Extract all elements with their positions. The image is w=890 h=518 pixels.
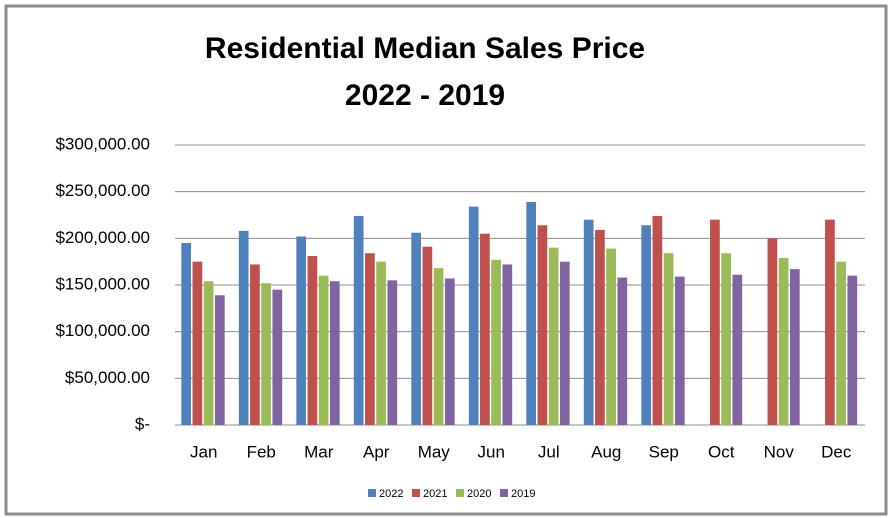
bar xyxy=(836,261,846,425)
y-tick-label: $250,000.00 xyxy=(55,181,150,200)
x-tick-label: Jan xyxy=(190,442,217,461)
bar xyxy=(548,247,559,425)
bar xyxy=(468,206,479,425)
bar xyxy=(526,201,537,425)
bar xyxy=(214,295,225,425)
y-tick-label: $150,000.00 xyxy=(55,274,150,293)
bar xyxy=(422,246,433,425)
bar xyxy=(663,253,674,425)
bar xyxy=(203,281,214,425)
x-tick-label: Mar xyxy=(304,442,334,461)
bar xyxy=(502,264,513,425)
y-tick-label: $200,000.00 xyxy=(55,228,150,247)
bar xyxy=(537,225,548,425)
bar xyxy=(710,219,720,425)
bar xyxy=(559,261,570,425)
bar xyxy=(318,275,329,425)
x-tick-label: Feb xyxy=(247,442,276,461)
bar xyxy=(789,269,800,425)
x-tick-label: Apr xyxy=(363,442,390,461)
bar xyxy=(329,281,340,425)
legend-swatch xyxy=(500,489,508,497)
legend-label: 2021 xyxy=(423,488,447,500)
bar xyxy=(847,275,858,425)
y-tick-label: $100,000.00 xyxy=(55,321,150,340)
legend-swatch xyxy=(368,489,376,497)
bar xyxy=(181,243,192,425)
bar xyxy=(376,261,386,425)
x-tick-label: Jun xyxy=(478,442,505,461)
bar xyxy=(250,264,260,425)
bar xyxy=(365,253,375,425)
bar xyxy=(721,253,731,425)
chart-title: Residential Median Sales Price xyxy=(205,32,645,65)
bar xyxy=(606,248,616,425)
bar xyxy=(652,215,663,425)
bar xyxy=(353,215,364,425)
bar xyxy=(192,261,203,425)
legend-swatch xyxy=(456,489,464,497)
x-tick-label: Aug xyxy=(591,442,621,461)
y-tick-label: $300,000.00 xyxy=(55,134,150,153)
bar xyxy=(296,236,307,425)
x-tick-label: May xyxy=(418,442,451,461)
bar xyxy=(261,283,271,425)
legend-swatch xyxy=(412,489,420,497)
y-tick-label: $50,000.00 xyxy=(65,368,150,387)
bar xyxy=(433,268,444,425)
x-tick-label: Dec xyxy=(821,442,852,461)
legend-label: 2020 xyxy=(467,488,491,500)
bar xyxy=(641,225,652,425)
bar xyxy=(444,278,455,425)
x-tick-label: Sep xyxy=(649,442,679,461)
bar xyxy=(387,280,398,425)
bar xyxy=(238,230,249,425)
bar xyxy=(825,219,835,425)
bar xyxy=(674,276,685,425)
chart-subtitle: 2022 - 2019 xyxy=(345,79,505,112)
x-tick-label: Oct xyxy=(708,442,735,461)
bar xyxy=(307,256,318,425)
bar xyxy=(272,289,283,425)
bar xyxy=(411,232,422,425)
y-tick-label: $- xyxy=(135,414,150,433)
legend-label: 2022 xyxy=(379,488,403,500)
bar xyxy=(491,259,501,425)
legend-label: 2019 xyxy=(511,488,535,500)
bar xyxy=(617,277,628,425)
bar xyxy=(778,257,789,425)
x-tick-label: Jul xyxy=(538,442,560,461)
bar xyxy=(767,238,778,425)
chart-frame xyxy=(4,4,888,516)
bar xyxy=(480,233,490,425)
bar xyxy=(595,229,605,425)
x-tick-label: Nov xyxy=(764,442,795,461)
bar xyxy=(732,274,743,425)
bar xyxy=(583,219,594,425)
